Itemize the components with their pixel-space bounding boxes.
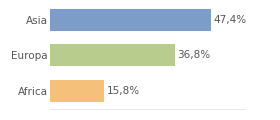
Bar [50, 80, 104, 102]
Bar [50, 44, 175, 66]
Text: 15,8%: 15,8% [106, 86, 140, 96]
Text: 36,8%: 36,8% [178, 50, 211, 60]
Text: 47,4%: 47,4% [213, 15, 246, 25]
Bar [50, 9, 211, 31]
